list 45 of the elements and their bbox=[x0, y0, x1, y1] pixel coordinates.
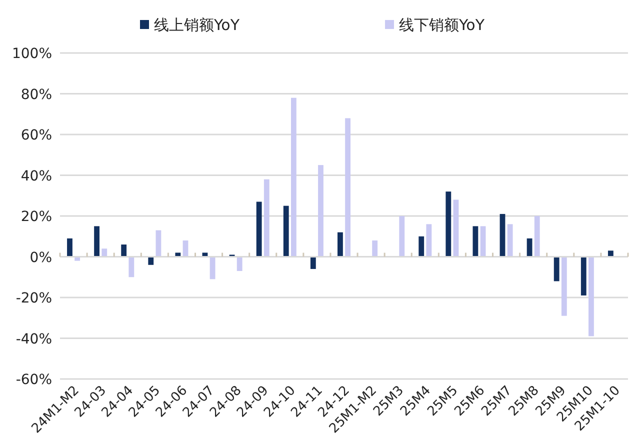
y-tick-label: 80% bbox=[20, 86, 52, 103]
y-tick-label: 100% bbox=[12, 46, 52, 62]
bar bbox=[453, 200, 459, 257]
y-tick-label: 20% bbox=[20, 209, 52, 225]
legend-label: 线上销额YoY bbox=[154, 16, 240, 34]
bar bbox=[67, 238, 72, 257]
y-tick-label: 0% bbox=[30, 250, 52, 266]
bar bbox=[534, 216, 540, 257]
bar bbox=[310, 256, 316, 269]
bar bbox=[507, 224, 513, 257]
bar bbox=[94, 226, 100, 257]
bar bbox=[318, 165, 324, 257]
bar bbox=[418, 236, 424, 257]
y-tick-label: 60% bbox=[20, 128, 52, 144]
bar bbox=[345, 118, 350, 257]
bar bbox=[472, 226, 478, 257]
legend-label: 线下销额YoY bbox=[399, 16, 486, 34]
bar bbox=[256, 202, 262, 257]
bar bbox=[210, 256, 216, 280]
y-tick-label: 40% bbox=[20, 168, 52, 184]
bar bbox=[608, 250, 614, 257]
bar bbox=[426, 224, 432, 257]
bar bbox=[128, 256, 134, 278]
bar bbox=[148, 256, 154, 265]
bar bbox=[446, 192, 452, 257]
bar bbox=[554, 256, 560, 282]
y-tick-label: -60% bbox=[16, 372, 52, 388]
bar bbox=[264, 179, 270, 257]
bar bbox=[500, 214, 506, 257]
bar bbox=[480, 226, 486, 257]
bar bbox=[588, 256, 594, 336]
bar bbox=[236, 256, 242, 272]
bar bbox=[372, 240, 378, 257]
bar bbox=[156, 230, 162, 257]
bar bbox=[283, 206, 289, 257]
bar bbox=[399, 216, 405, 257]
bar bbox=[561, 256, 567, 316]
bar bbox=[102, 248, 108, 257]
bar bbox=[338, 232, 343, 257]
bar bbox=[290, 98, 296, 257]
bar bbox=[580, 256, 586, 296]
bar bbox=[526, 238, 532, 257]
y-tick-label: -40% bbox=[16, 331, 52, 348]
y-tick-label: -20% bbox=[16, 290, 52, 306]
bar bbox=[121, 244, 127, 257]
